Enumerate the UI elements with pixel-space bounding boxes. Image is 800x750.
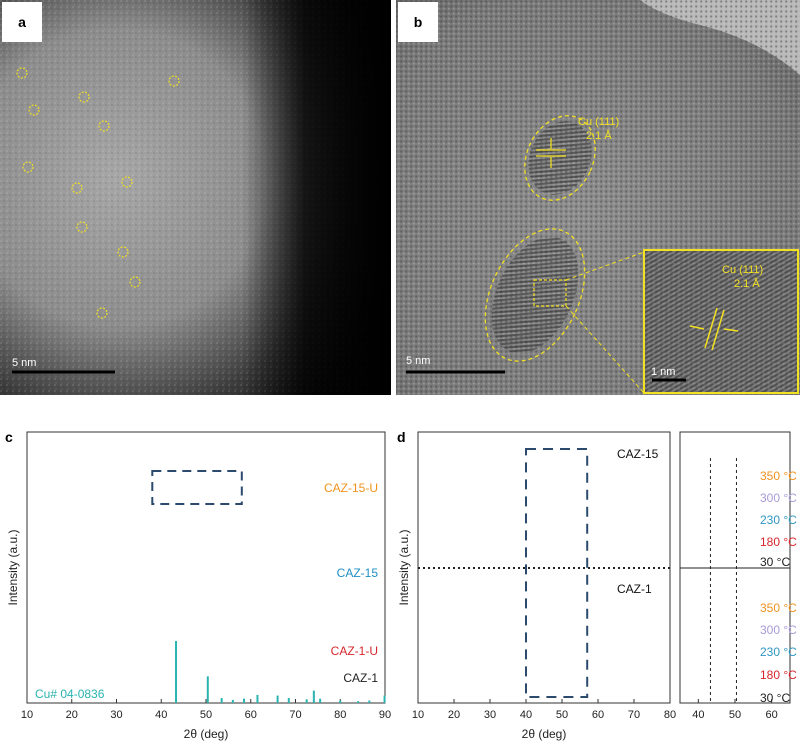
panel-letter-a: a xyxy=(18,14,26,30)
x-tick-label: 20 xyxy=(66,709,78,721)
scale-bar-label: 5 nm xyxy=(12,357,36,369)
chart-c: 10 20 30 40 50 60 70 80 90 2θ (deg) Intensity (a.u… xyxy=(6,432,391,741)
inset-scale-bar-label: 1 nm xyxy=(651,366,675,378)
inset-d-spacing-marker xyxy=(689,307,739,351)
particle-outline xyxy=(524,115,596,201)
reference-label: Cu# 04-0836 xyxy=(35,687,105,701)
x-tick-label: 20 xyxy=(448,709,460,721)
series-label: CAZ-15-U xyxy=(324,481,378,495)
x-tick-label: 80 xyxy=(664,709,676,721)
x-tick-label: 10 xyxy=(412,709,424,721)
scale-bar-label: 5 nm xyxy=(406,355,430,367)
panel-letter-box-a xyxy=(2,2,42,42)
atom-circle xyxy=(117,246,129,258)
x-tick-label: 80 xyxy=(334,709,346,721)
group-label: CAZ-1 xyxy=(617,582,652,596)
temperature-label: 230 °C xyxy=(760,513,797,527)
x-tick-label: 50 xyxy=(200,709,212,721)
temperature-label: 350 °C xyxy=(760,601,797,615)
inset-x-tick-label: 50 xyxy=(729,709,741,721)
temperature-label: 230 °C xyxy=(760,645,797,659)
temperature-label: 30 °C xyxy=(760,555,790,569)
x-tick-label: 60 xyxy=(245,709,257,721)
atom-circle xyxy=(76,221,88,233)
atom-circle xyxy=(96,307,108,319)
inset-x-tick-label: 60 xyxy=(766,709,778,721)
series-label: CAZ-15 xyxy=(337,566,379,580)
highlight-box xyxy=(525,448,589,698)
group-label: CAZ-15 xyxy=(617,447,659,461)
x-tick-label: 70 xyxy=(289,709,301,721)
x-tick-label: 30 xyxy=(110,709,122,721)
atom-circle xyxy=(28,104,40,116)
temperature-label: 350 °C xyxy=(760,469,797,483)
atom-circle xyxy=(168,75,180,87)
temperature-label: 180 °C xyxy=(760,668,797,682)
y-axis-label: Intensity (a.u.) xyxy=(6,529,20,605)
x-tick-label: 90 xyxy=(379,709,391,721)
zoom-region-box xyxy=(533,279,567,307)
x-axis-label: 2θ (deg) xyxy=(184,727,229,741)
zoom-inset: Cu (111) 2.1 Å 1 nm xyxy=(643,249,799,394)
panel-letter-d: d xyxy=(397,429,406,445)
atom-circle xyxy=(129,276,141,288)
series-label: CAZ-1 xyxy=(343,671,378,685)
inset-x-tick-label: 40 xyxy=(692,709,704,721)
atom-circle xyxy=(98,120,110,132)
temperature-label: 300 °C xyxy=(760,491,797,505)
x-tick-label: 50 xyxy=(556,709,568,721)
atom-circle-markers xyxy=(16,67,180,319)
chart-d: 10 20 30 40 50 60 70 80 40 50 60 2θ (deg) Intensity … xyxy=(397,432,797,741)
panel-letter-b: b xyxy=(414,14,423,30)
highlight-box xyxy=(151,470,243,505)
temperature-label: 180 °C xyxy=(760,535,797,549)
panel-b: Cu (111) 2.1 Å Cu (111) 2.1 Å 1 nm 5 nm xyxy=(396,0,800,395)
x-tick-label: 40 xyxy=(155,709,167,721)
plot-frame xyxy=(26,431,386,704)
temperature-label: 30 °C xyxy=(760,691,790,705)
atom-circle xyxy=(22,161,34,173)
d-spacing-marker xyxy=(536,138,566,168)
x-tick-label: 30 xyxy=(484,709,496,721)
panel-a: 5 nm xyxy=(0,0,391,395)
y-axis-label: Intensity (a.u.) xyxy=(397,529,411,605)
inset-annotation-line2: 2.1 Å xyxy=(734,277,760,290)
x-tick-label: 10 xyxy=(21,709,33,721)
x-axis-label: 2θ (deg) xyxy=(522,727,567,741)
particle-outline xyxy=(484,228,586,362)
temperature-label: 300 °C xyxy=(760,623,797,637)
atom-circle xyxy=(78,91,90,103)
lattice-annotation-line1: Cu (111) xyxy=(578,116,619,128)
x-tick-label: 40 xyxy=(520,709,532,721)
lattice-annotation-line2: 2.1 Å xyxy=(586,129,612,142)
atom-circle xyxy=(71,182,83,194)
inset-annotation-line1: Cu (111) xyxy=(722,264,763,276)
atom-circle xyxy=(16,67,28,79)
panel-letter-c: c xyxy=(5,429,13,445)
panel-letter-box-b xyxy=(398,2,438,42)
x-tick-label: 60 xyxy=(592,709,604,721)
series-label: CAZ-1-U xyxy=(331,644,378,658)
atom-circle xyxy=(121,176,133,188)
x-tick-label: 70 xyxy=(628,709,640,721)
